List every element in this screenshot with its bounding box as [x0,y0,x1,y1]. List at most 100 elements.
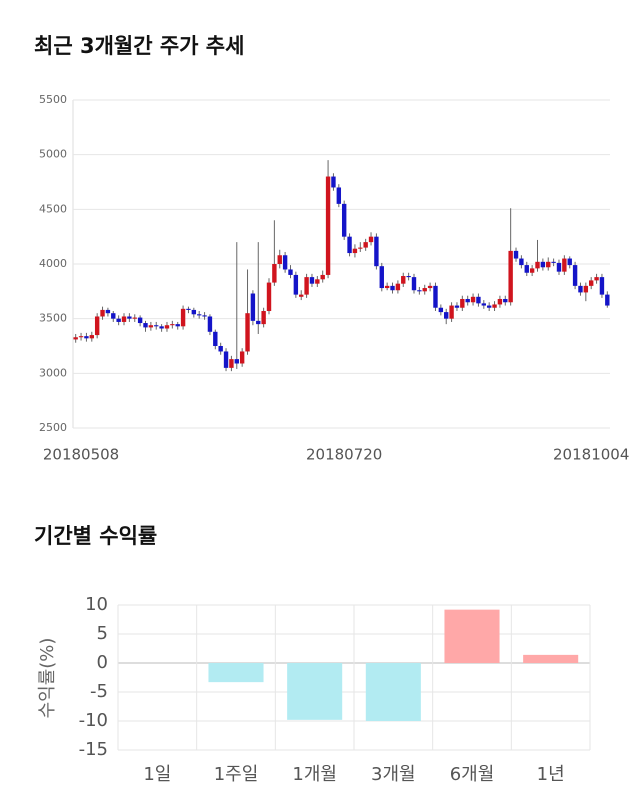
candle-body [422,288,427,292]
candle-body [529,268,535,273]
candle-body [497,298,503,305]
x-tick-label: 6개월 [450,764,495,785]
candle-body [127,316,132,319]
candle-body [164,325,170,329]
candle-body [358,247,363,249]
y-tick-label: 5500 [39,93,67,106]
x-tick-label: 20180508 [43,446,119,464]
x-tick-label: 3개월 [371,764,416,785]
candle-body [89,335,94,339]
candle-body [465,298,470,303]
candle-body [503,298,508,303]
candle-body [379,266,384,289]
candle-body [513,250,519,259]
candle-body [234,359,239,364]
candle-body [73,337,78,340]
candle-body [250,293,256,321]
candle-body [546,261,551,268]
bar [444,609,500,663]
candle-body [121,316,127,322]
bar [287,663,343,720]
x-tick-label: 1일 [143,764,171,785]
y-axis-label: 수익률(%) [37,638,58,719]
candle-body [390,285,395,291]
y-tick-label: 3500 [39,312,67,325]
candle-body [159,326,164,329]
candle-body [444,312,449,319]
candle-body [202,315,207,317]
candle-body [223,351,229,368]
candle-body [196,314,202,316]
candle-body [218,346,223,352]
candle-body [449,305,454,319]
y-tick-label: 10 [85,594,108,615]
y-tick-label: 4000 [39,257,67,270]
y-tick-label: -15 [79,739,108,760]
candle-body [470,296,476,303]
candle-body [325,176,331,275]
candle-body [170,324,175,326]
candle-body [599,277,605,295]
candle-body [594,277,599,281]
candle-body [266,282,272,312]
x-tick-label: 20181004 [553,446,629,464]
candle-body [315,279,320,284]
candle-body [282,255,288,270]
candle-body [433,285,438,308]
candle-body [277,255,282,264]
candle-body [374,236,379,267]
candle-body [175,324,180,327]
candle-body [132,317,137,319]
candle-body [299,294,304,297]
candle-body [427,285,433,289]
candle-body [556,262,562,272]
candle-body [417,290,422,292]
candle-body [309,277,315,284]
candle-body [540,261,546,268]
y-tick-label: 0 [97,652,108,673]
candle-body [180,308,186,327]
y-tick-label: 2500 [39,421,67,434]
candle-body [583,285,589,293]
candle-body [562,258,567,272]
candle-body [438,307,444,313]
candle-body [508,250,513,303]
candle-body [551,261,556,263]
candle-body [261,311,266,325]
candle-body [347,236,352,254]
candle-body [213,331,218,346]
candle-body [272,264,277,283]
candle-body [207,316,213,332]
candle-body [94,316,100,336]
candle-body [143,323,148,328]
candle-body [395,283,401,291]
y-tick-label: -5 [90,681,108,702]
x-tick-label: 1개월 [292,764,337,785]
candle-body [256,320,261,325]
x-tick-label: 1년 [537,764,565,785]
candle-body [116,318,121,322]
chart-title: 기간별 수익률 [34,524,157,548]
candle-body [589,280,594,286]
candle-body [476,296,481,304]
candle-body [401,276,406,284]
candle-body [293,274,299,295]
y-tick-label: 3000 [39,366,67,379]
candle-body [137,317,143,324]
candle-body [605,294,610,306]
candle-body [481,303,487,306]
candle-body [363,242,368,248]
candle-body [229,359,234,368]
y-tick-label: -10 [79,710,108,731]
candle-body [411,277,417,291]
x-tick-label: 20180720 [306,446,382,464]
candle-body [288,269,293,275]
candle-body [154,325,159,327]
candle-body [341,203,347,237]
candle-body [519,258,524,266]
candle-body [78,336,84,338]
candle-body [105,309,111,314]
candle-body [384,285,390,289]
chart-title: 최근 3개월간 주가 추세 [34,34,244,58]
